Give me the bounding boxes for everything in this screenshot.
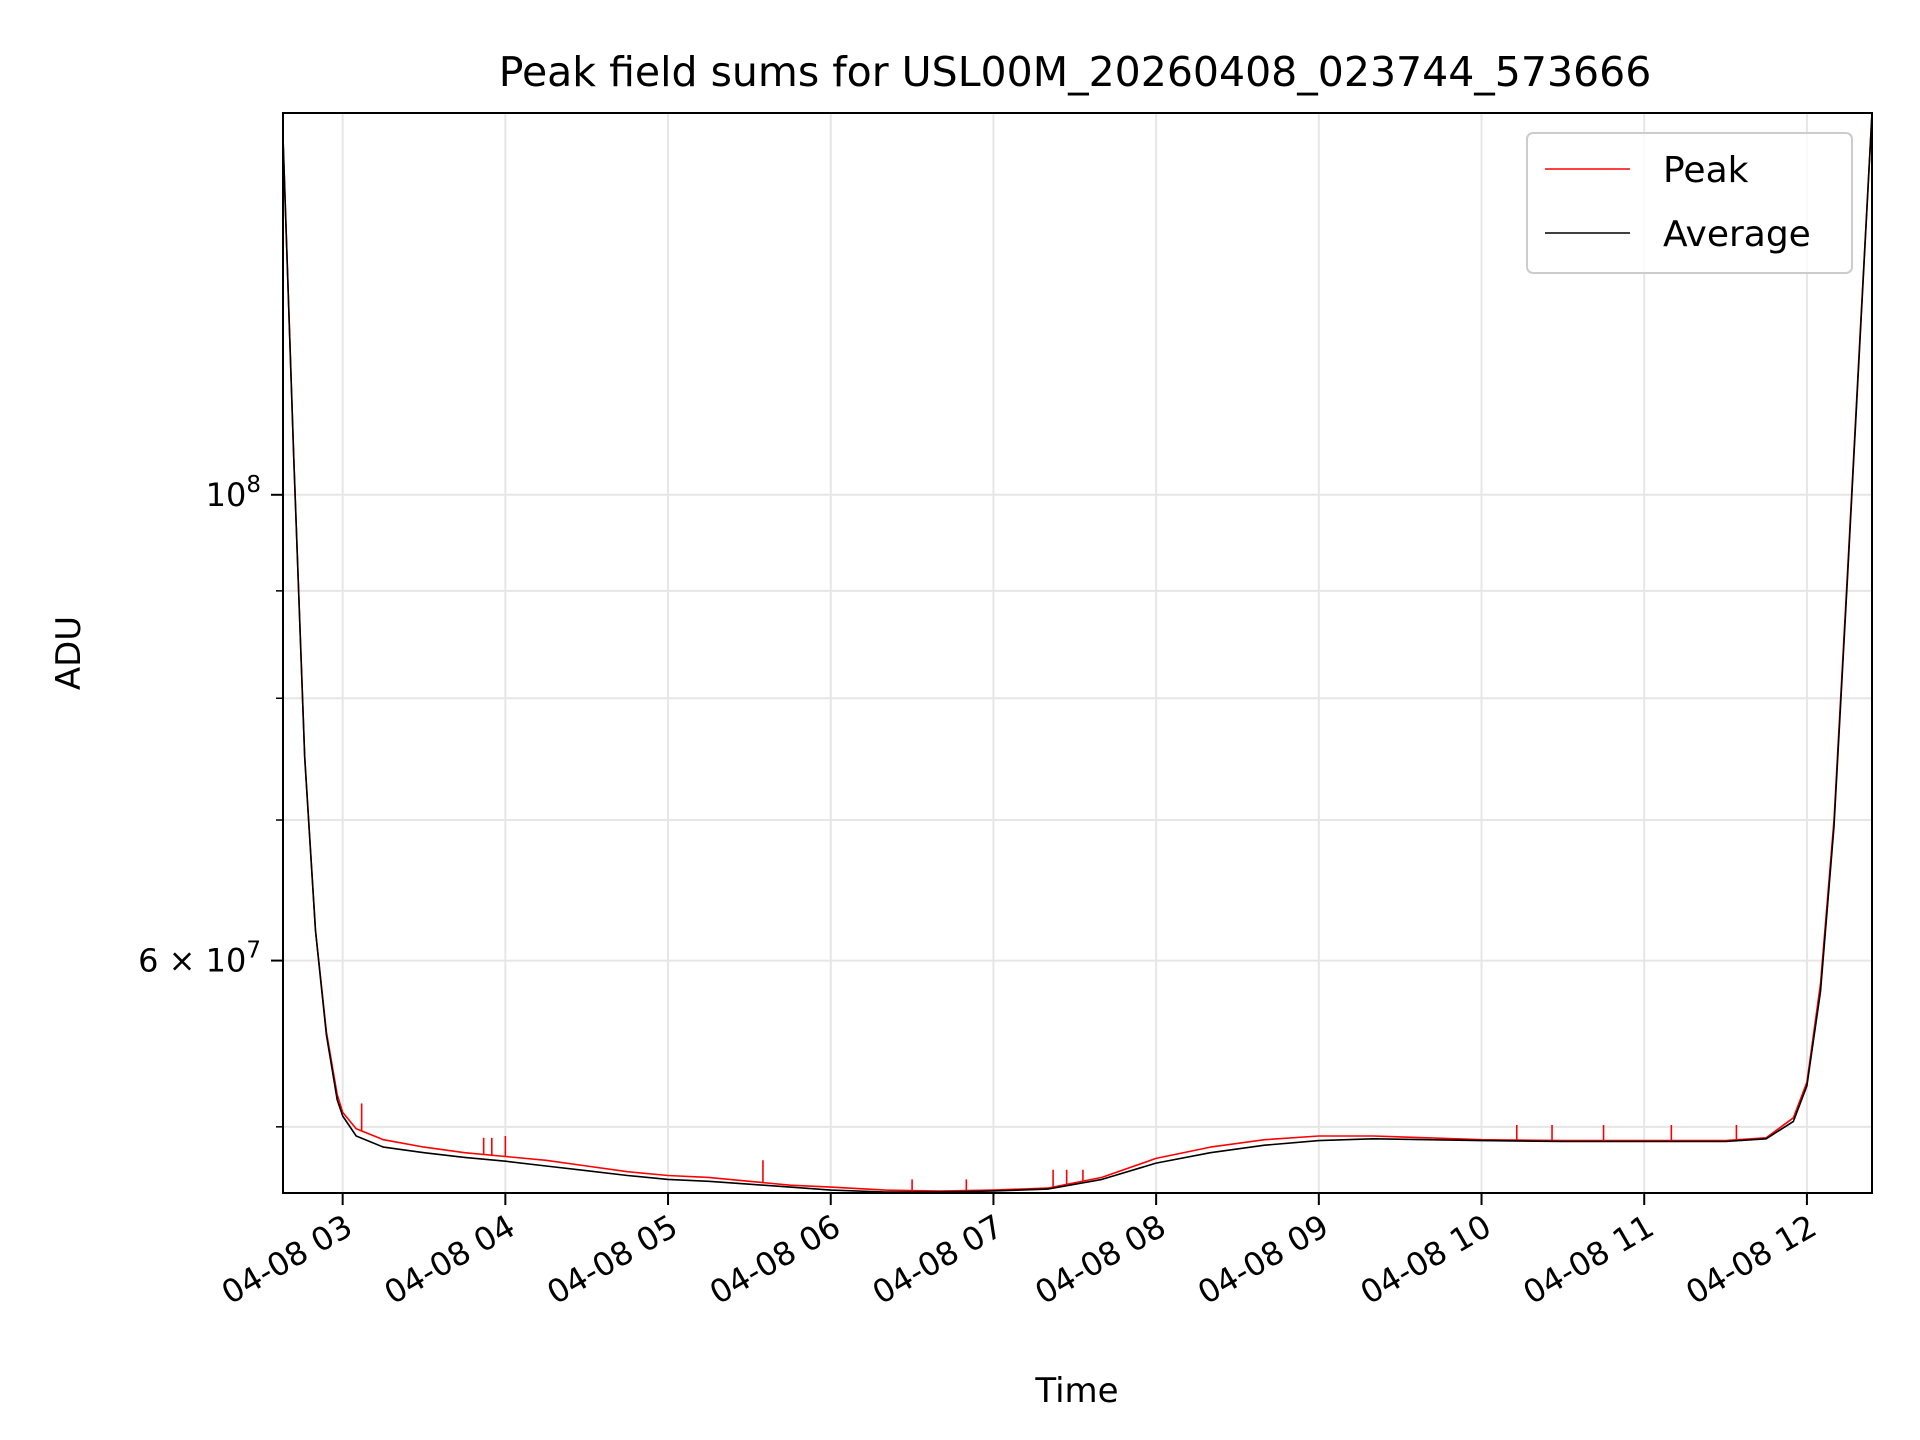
series-line-peak	[283, 113, 1872, 1192]
y-tick-label: 108	[206, 472, 261, 514]
legend: Peak Average	[1526, 132, 1853, 274]
grid-lines	[283, 113, 1872, 1193]
legend-label-average: Average	[1663, 214, 1811, 255]
y-tick-label: 6 × 107	[138, 938, 261, 980]
legend-box	[1526, 132, 1853, 274]
chart-title: Peak field sums for USL00M_20260408_0237…	[499, 48, 1652, 96]
y-axis-ticks: 108 6 × 107	[138, 472, 283, 1128]
y-tick-label-base: 10	[206, 476, 247, 514]
axes-frame	[282, 112, 1873, 1194]
y-tick-label-base: 6 × 10	[138, 942, 246, 980]
y-tick-label-exponent: 7	[246, 938, 261, 964]
y-tick-label-exponent: 8	[246, 472, 261, 498]
legend-label-peak: Peak	[1663, 150, 1749, 191]
y-axis-label: ADU	[49, 616, 89, 690]
x-axis-label: Time	[1034, 1371, 1118, 1411]
